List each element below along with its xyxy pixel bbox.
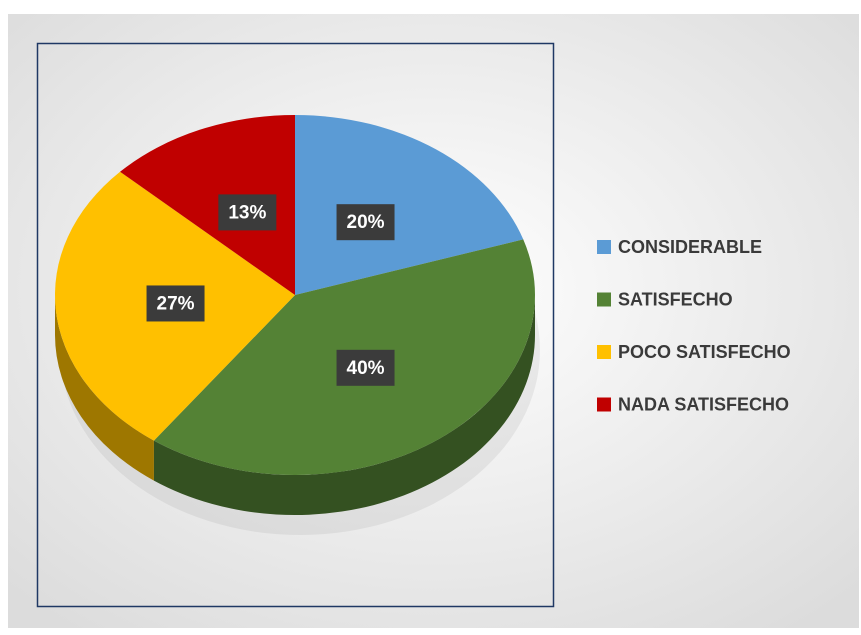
data-label-box: [336, 349, 395, 386]
data-label: 20%: [347, 212, 385, 233]
legend-label: POCO SATISFECHO: [618, 342, 791, 362]
data-label: 40%: [347, 358, 385, 379]
legend-swatch: [597, 345, 611, 359]
pie-slice: [120, 115, 295, 295]
data-label-box: [146, 285, 205, 322]
legend-label: NADA SATISFECHO: [618, 394, 789, 414]
pie-slice-side: [153, 295, 536, 515]
pie-slice-side: [55, 295, 154, 481]
data-label-box: [336, 204, 395, 241]
legend-swatch: [597, 292, 611, 307]
legend-swatch: [597, 397, 611, 412]
data-label: 27%: [157, 293, 195, 314]
plot-frame: [36, 42, 555, 608]
legend-swatch: [597, 240, 611, 254]
legend-label: CONSIDERABLE: [618, 237, 762, 257]
data-label-box: [218, 194, 277, 231]
pie-slice: [295, 115, 524, 295]
data-label: 13%: [228, 202, 266, 223]
legend-label: SATISFECHO: [618, 289, 733, 309]
